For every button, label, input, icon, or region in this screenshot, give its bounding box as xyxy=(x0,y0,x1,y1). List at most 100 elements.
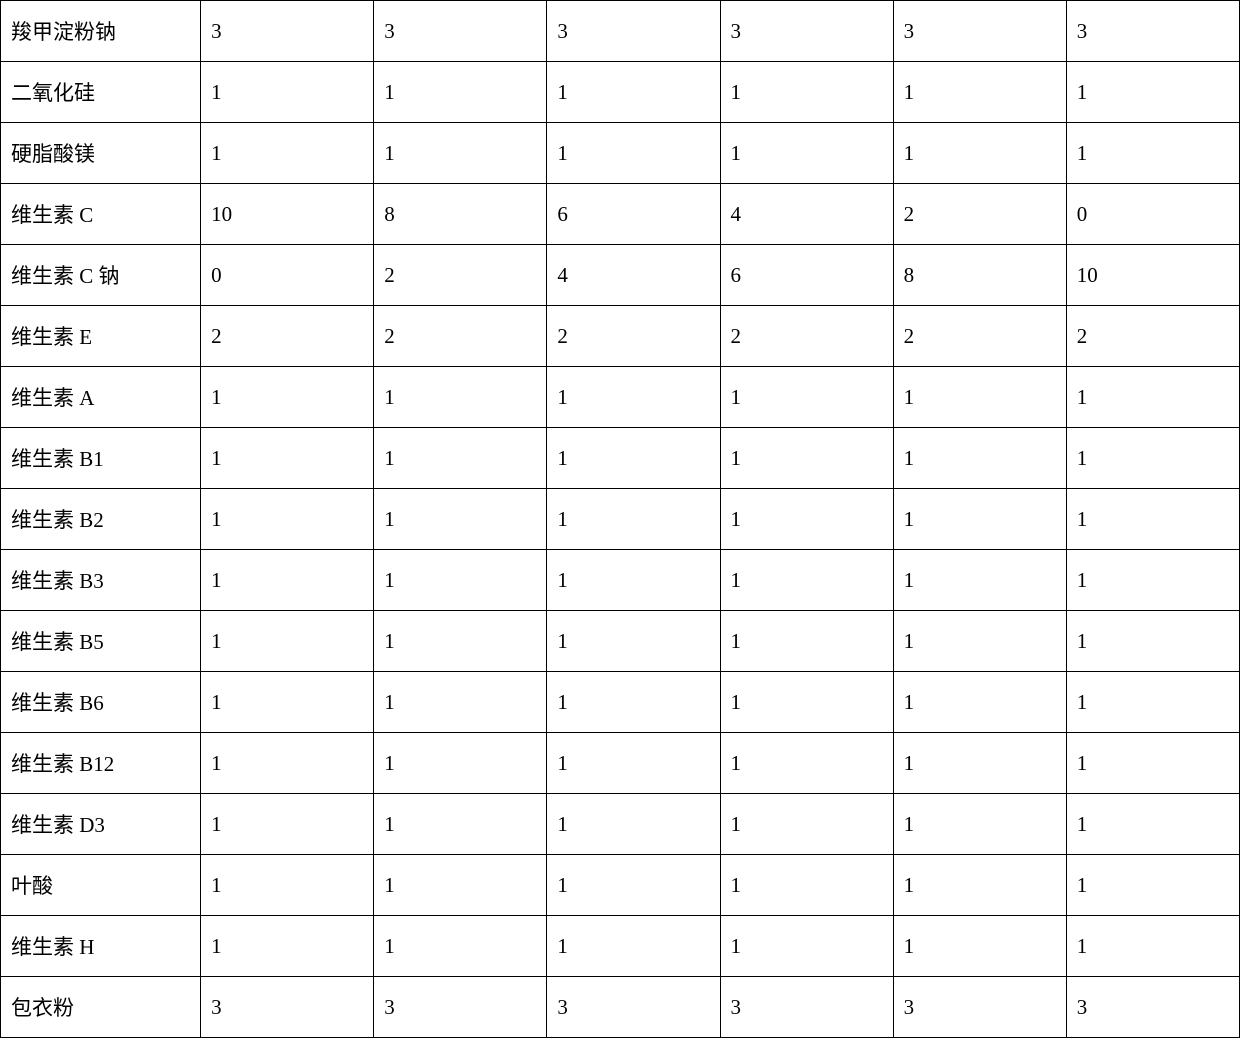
cell: 3 xyxy=(720,1,893,62)
cell: 1 xyxy=(1066,672,1239,733)
cell: 1 xyxy=(374,550,547,611)
cell: 2 xyxy=(893,306,1066,367)
table-row: 硬脂酸镁111111 xyxy=(1,123,1240,184)
cell: 3 xyxy=(893,1,1066,62)
cell: 1 xyxy=(374,123,547,184)
row-label: 硬脂酸镁 xyxy=(1,123,201,184)
cell: 1 xyxy=(1066,489,1239,550)
cell: 8 xyxy=(893,245,1066,306)
cell: 1 xyxy=(893,916,1066,977)
cell: 1 xyxy=(374,794,547,855)
table-body: 羧甲淀粉钠333333二氧化硅111111硬脂酸镁111111维生素 C1086… xyxy=(1,1,1240,1038)
table-row: 维生素 D3111111 xyxy=(1,794,1240,855)
table-row: 维生素 H111111 xyxy=(1,916,1240,977)
row-label: 二氧化硅 xyxy=(1,62,201,123)
row-label: 维生素 C 钠 xyxy=(1,245,201,306)
table-row: 维生素 C1086420 xyxy=(1,184,1240,245)
cell: 1 xyxy=(547,611,720,672)
cell: 1 xyxy=(720,428,893,489)
cell: 1 xyxy=(547,428,720,489)
cell: 1 xyxy=(201,123,374,184)
row-label: 维生素 H xyxy=(1,916,201,977)
cell: 6 xyxy=(720,245,893,306)
row-label: 维生素 B3 xyxy=(1,550,201,611)
row-label: 维生素 C xyxy=(1,184,201,245)
cell: 10 xyxy=(1066,245,1239,306)
row-label: 维生素 E xyxy=(1,306,201,367)
cell: 1 xyxy=(893,367,1066,428)
cell: 3 xyxy=(374,977,547,1038)
cell: 1 xyxy=(201,367,374,428)
cell: 3 xyxy=(1066,1,1239,62)
cell: 1 xyxy=(374,62,547,123)
cell: 1 xyxy=(893,672,1066,733)
cell: 1 xyxy=(201,489,374,550)
row-label: 包衣粉 xyxy=(1,977,201,1038)
table-row: 维生素 B1111111 xyxy=(1,428,1240,489)
data-table: 羧甲淀粉钠333333二氧化硅111111硬脂酸镁111111维生素 C1086… xyxy=(0,0,1240,1038)
cell: 1 xyxy=(374,672,547,733)
row-label: 羧甲淀粉钠 xyxy=(1,1,201,62)
cell: 10 xyxy=(201,184,374,245)
cell: 1 xyxy=(720,794,893,855)
cell: 1 xyxy=(547,733,720,794)
cell: 3 xyxy=(1066,977,1239,1038)
table-row: 羧甲淀粉钠333333 xyxy=(1,1,1240,62)
cell: 1 xyxy=(547,916,720,977)
cell: 1 xyxy=(374,611,547,672)
row-label: 维生素 D3 xyxy=(1,794,201,855)
cell: 2 xyxy=(893,184,1066,245)
cell: 1 xyxy=(720,611,893,672)
cell: 3 xyxy=(893,977,1066,1038)
table-row: 维生素 E222222 xyxy=(1,306,1240,367)
cell: 1 xyxy=(893,733,1066,794)
cell: 1 xyxy=(893,428,1066,489)
cell: 1 xyxy=(547,855,720,916)
cell: 1 xyxy=(720,855,893,916)
cell: 1 xyxy=(893,550,1066,611)
cell: 1 xyxy=(1066,611,1239,672)
row-label: 维生素 A xyxy=(1,367,201,428)
cell: 1 xyxy=(374,489,547,550)
cell: 1 xyxy=(374,428,547,489)
table-row: 维生素 B12111111 xyxy=(1,733,1240,794)
cell: 1 xyxy=(1066,916,1239,977)
cell: 1 xyxy=(893,794,1066,855)
cell: 4 xyxy=(720,184,893,245)
cell: 1 xyxy=(201,672,374,733)
cell: 3 xyxy=(201,977,374,1038)
cell: 2 xyxy=(720,306,893,367)
cell: 1 xyxy=(720,672,893,733)
row-label: 维生素 B1 xyxy=(1,428,201,489)
cell: 1 xyxy=(893,123,1066,184)
cell: 2 xyxy=(201,306,374,367)
table-row: 包衣粉333333 xyxy=(1,977,1240,1038)
cell: 1 xyxy=(547,367,720,428)
cell: 4 xyxy=(547,245,720,306)
table-row: 二氧化硅111111 xyxy=(1,62,1240,123)
cell: 1 xyxy=(1066,367,1239,428)
cell: 1 xyxy=(1066,733,1239,794)
table-row: 叶酸111111 xyxy=(1,855,1240,916)
row-label: 维生素 B6 xyxy=(1,672,201,733)
cell: 6 xyxy=(547,184,720,245)
cell: 1 xyxy=(893,62,1066,123)
cell: 3 xyxy=(547,1,720,62)
cell: 1 xyxy=(374,855,547,916)
row-label: 叶酸 xyxy=(1,855,201,916)
cell: 1 xyxy=(720,62,893,123)
cell: 0 xyxy=(201,245,374,306)
cell: 1 xyxy=(720,733,893,794)
cell: 1 xyxy=(374,367,547,428)
table-row: 维生素 B3111111 xyxy=(1,550,1240,611)
cell: 1 xyxy=(547,794,720,855)
cell: 1 xyxy=(374,733,547,794)
cell: 1 xyxy=(374,916,547,977)
cell: 1 xyxy=(1066,855,1239,916)
cell: 1 xyxy=(547,123,720,184)
row-label: 维生素 B2 xyxy=(1,489,201,550)
cell: 2 xyxy=(374,245,547,306)
cell: 2 xyxy=(1066,306,1239,367)
cell: 1 xyxy=(893,611,1066,672)
cell: 1 xyxy=(720,489,893,550)
